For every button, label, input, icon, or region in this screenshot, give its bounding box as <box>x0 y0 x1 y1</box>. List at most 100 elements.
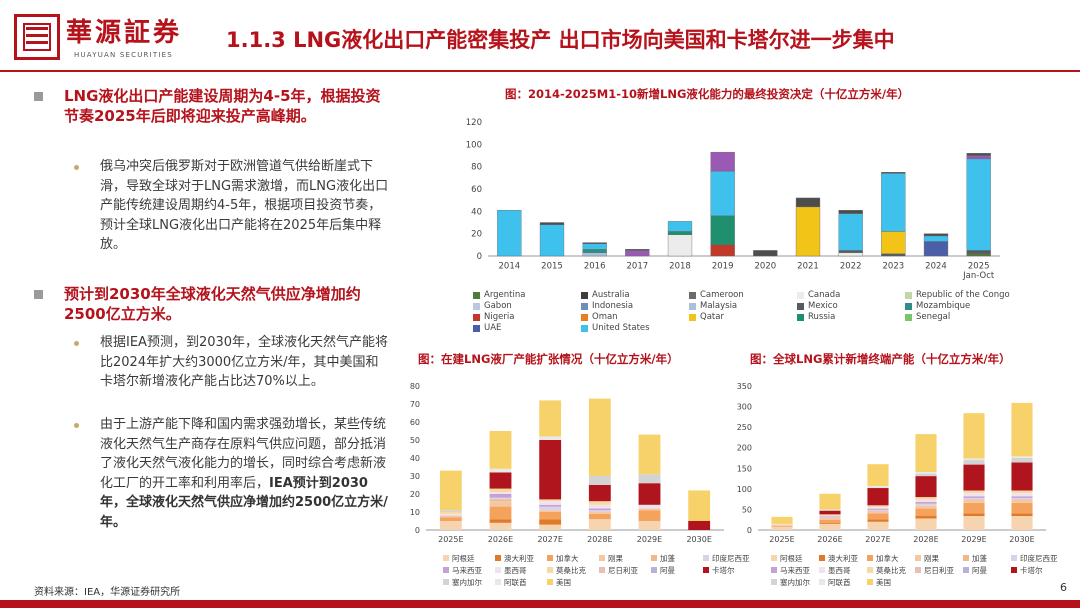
bar-segment <box>439 515 462 518</box>
bar-segment <box>1011 513 1033 517</box>
bar-segment <box>667 234 693 257</box>
bullet-sub-1: 俄乌冲突后俄罗斯对于欧洲管道气供给断崖式下滑，导致全球对于LNG需求激增，而LN… <box>74 157 390 255</box>
bar-segment <box>1011 462 1033 491</box>
bar-segment <box>582 249 607 253</box>
legend-label: 加蓬 <box>972 554 987 563</box>
bar-segment <box>625 250 650 257</box>
bar-segment <box>539 436 562 440</box>
logo-subtitle: HUAYUAN SECURITIES <box>74 51 173 59</box>
legend-swatch <box>703 555 709 561</box>
bar-segment <box>1011 490 1033 493</box>
bar-segment <box>923 241 949 257</box>
legend-swatch <box>819 567 825 573</box>
legend-swatch <box>905 314 912 321</box>
legend-label: 墨西哥 <box>828 566 851 575</box>
x-tick-label: 2028E <box>587 535 612 544</box>
bar-segment <box>489 492 512 494</box>
bar-segment <box>489 468 512 473</box>
x-tick-label: 2017 <box>627 262 649 272</box>
bar-segment <box>966 250 991 254</box>
legend-swatch <box>473 292 480 299</box>
bar-segment <box>819 514 841 516</box>
legend-label: 加蓬 <box>660 554 675 563</box>
bullet-main-2: 预计到2030年全球液化天然气供应净增加约2500亿立方米。 <box>34 284 384 324</box>
legend-swatch <box>443 567 449 573</box>
bar-segment <box>771 516 793 524</box>
x-tick-label: 2030E <box>1009 535 1034 544</box>
legend-label: 尼日利亚 <box>924 566 954 575</box>
legend-swatch <box>1011 555 1017 561</box>
y-tick-label: 0 <box>477 252 482 262</box>
dot-bullet-icon <box>74 165 79 170</box>
chart2-legend: 阿根廷 澳大利亚 加拿大 刚果 加蓬 印度尼西亚 马来西亚 墨西哥 莫桑比克 尼日利亚 阿曼 卡塔尔塞… <box>443 553 750 593</box>
y-tick-label: 20 <box>471 230 482 240</box>
bar-segment <box>795 197 821 208</box>
legend-swatch <box>915 567 921 573</box>
legend-label: 澳大利亚 <box>828 554 858 563</box>
page-title: 1.1.3 LNG液化出口产能密集投产 出口市场向美国和卡塔尔进一步集中 <box>226 28 895 52</box>
legend-label: Mexico <box>808 301 838 311</box>
bar-segment <box>539 506 562 511</box>
bar-segment <box>638 504 661 509</box>
legend-swatch <box>581 292 588 299</box>
x-tick-label: 2016 <box>584 262 606 272</box>
chart3-cumulative-bar-chart: 0 50 100 150 200 250 300 350 2025E 2026E 2027E 2028… <box>737 382 1046 544</box>
y-tick-label: 80 <box>471 163 482 173</box>
legend-label: Republic of the Congo <box>916 290 1010 300</box>
bar-segment <box>867 488 889 506</box>
x-tick-label: 2025E <box>769 535 794 544</box>
legend-label: 墨西哥 <box>504 566 527 575</box>
bar-segment <box>539 510 562 512</box>
bullet-main-1-text: LNG液化出口产能建设周期为4-5年，根据投资节奏2025年后即将迎来投产高峰期… <box>64 87 381 125</box>
legend-label: 加拿大 <box>876 554 899 563</box>
legend-label: 阿根廷 <box>452 554 475 563</box>
legend-swatch <box>443 579 449 585</box>
bar-segment <box>963 496 985 498</box>
legend-label: Canada <box>808 290 841 300</box>
legend-swatch <box>547 579 553 585</box>
legend-label: 美国 <box>556 578 571 587</box>
legend-swatch <box>473 303 480 310</box>
bar-segment <box>819 523 841 530</box>
legend-label: 尼日利亚 <box>608 566 638 575</box>
bar-segment <box>923 233 949 237</box>
legend-swatch <box>867 579 873 585</box>
bullet-main-2-text: 预计到2030年全球液化天然气供应净增加约2500亿立方米。 <box>64 285 361 323</box>
bar-segment <box>915 502 937 504</box>
legend-swatch <box>797 303 804 310</box>
bar-segment <box>867 505 889 507</box>
bar-segment <box>963 413 985 459</box>
y-tick-label: 350 <box>737 382 752 391</box>
bar-segment <box>867 521 889 530</box>
bar-segment <box>1011 402 1033 457</box>
x-tick-label: 2021 <box>797 262 819 272</box>
bar-segment <box>588 476 611 485</box>
bar-segment <box>688 490 711 521</box>
legend-swatch <box>819 555 825 561</box>
bar-segment <box>539 400 562 437</box>
legend-label: 阿根廷 <box>780 554 803 563</box>
footer-bar <box>0 600 1080 608</box>
y-tick-label: 50 <box>742 505 752 514</box>
legend-label: 马来西亚 <box>452 566 482 575</box>
x-tick-label: 2014 <box>499 262 521 272</box>
legend-swatch <box>689 303 696 310</box>
bar-segment <box>867 506 889 509</box>
legend-label: Indonesia <box>592 301 634 311</box>
legend-swatch <box>905 303 912 310</box>
y-tick-label: 200 <box>737 444 752 453</box>
legend-swatch <box>867 555 873 561</box>
bar-segment <box>638 434 661 475</box>
bar-segment <box>497 210 522 257</box>
bar-segment <box>489 506 512 520</box>
legend-swatch <box>867 567 873 573</box>
y-tick-label: 20 <box>410 490 420 499</box>
legend-swatch <box>473 314 480 321</box>
logo-text: 華源証券 <box>66 18 183 48</box>
chart2-title: 图：在建LNG液厂产能扩张情况（十亿立方米/年） <box>418 352 679 366</box>
bar-segment <box>881 231 906 254</box>
bar-segment <box>489 472 512 489</box>
bar-segment <box>1011 458 1033 463</box>
legend-swatch <box>771 555 777 561</box>
legend-swatch <box>473 325 480 332</box>
